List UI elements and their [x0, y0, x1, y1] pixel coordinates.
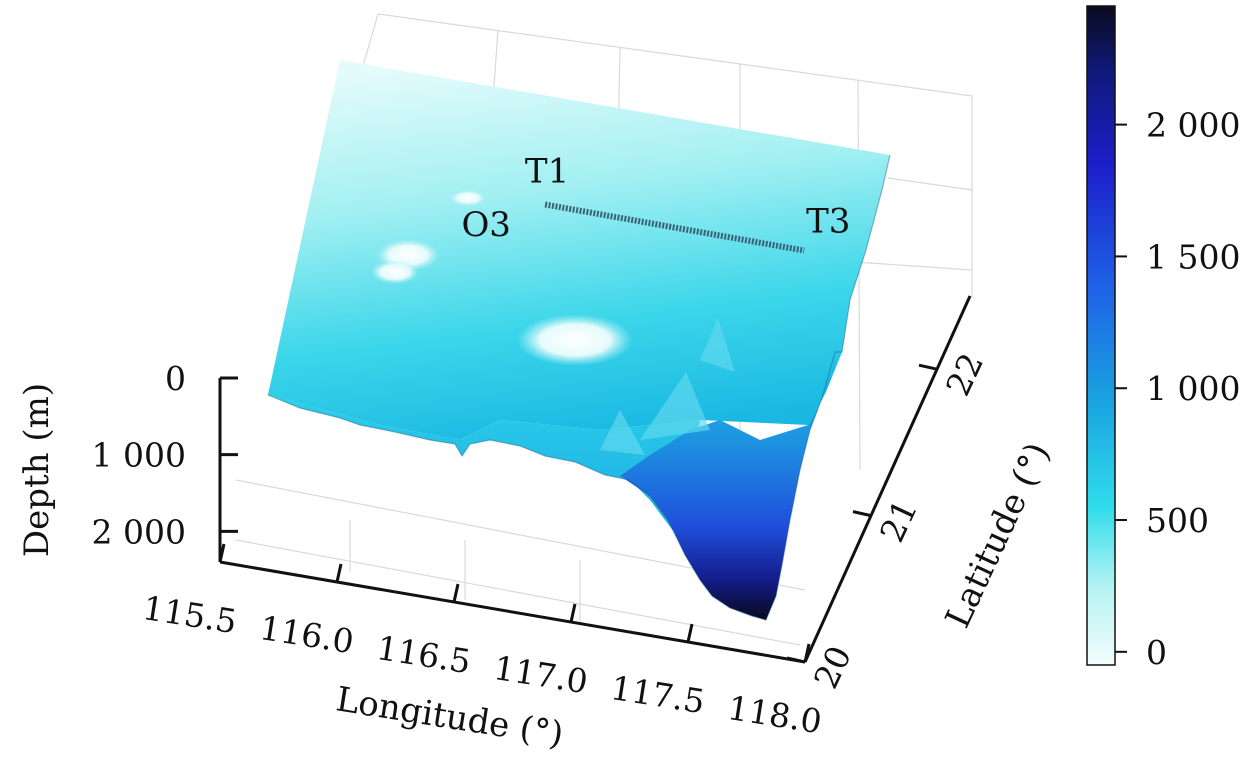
- colorbar-tick-label: 1 000: [1146, 369, 1240, 408]
- colorbar-tick-label: 0: [1146, 633, 1167, 672]
- grid-line: [854, 261, 973, 271]
- latitude-tick: [786, 656, 806, 664]
- latitude-tick-label: 21: [872, 493, 925, 548]
- depth-axis-label: Depth (m): [17, 383, 57, 557]
- seamount-4: [450, 190, 486, 206]
- longitude-tick-label: 118.0: [725, 688, 824, 741]
- longitude-tick-label: 116.5: [374, 628, 473, 681]
- grid-line: [377, 13, 973, 97]
- depth-tick-label: 2 000: [92, 512, 186, 551]
- longitude-tick: [452, 583, 460, 603]
- colorbar-tick-label: 500: [1146, 501, 1209, 540]
- latitude-tick-label: 22: [938, 347, 991, 402]
- surface-top: [268, 60, 890, 440]
- bathymetry-surface: [267, 60, 891, 621]
- longitude-tick-label: 117.0: [491, 648, 590, 701]
- latitude-axis-line: [803, 295, 972, 663]
- colorbar-tick-label: 1 500: [1146, 237, 1240, 276]
- longitude-axis-line: [219, 560, 806, 664]
- latitude-tick: [852, 510, 872, 518]
- depth-tick-label: 1 000: [92, 436, 186, 475]
- colorbar: 0 500 1 000 1 500 2 000: [1086, 5, 1240, 672]
- longitude-tick: [686, 623, 694, 643]
- depth-axis: 0 1 000 2 000 Depth (m): [17, 359, 238, 562]
- longitude-tick: [569, 603, 577, 623]
- colorbar-scale: [1086, 5, 1116, 666]
- annotations: T1 O3 T3: [461, 152, 850, 245]
- latitude-tick: [918, 363, 938, 371]
- seamount-3: [371, 260, 419, 284]
- depth-tick-label: 0: [165, 359, 186, 398]
- longitude-tick: [218, 543, 226, 563]
- grid-line: [235, 539, 801, 646]
- colorbar-tick-label: 2 000: [1146, 106, 1240, 145]
- seamount-1: [517, 314, 633, 366]
- longitude-tick-label: 115.5: [140, 588, 239, 641]
- track-line: [544, 201, 805, 254]
- latitude-tick-label: 20: [806, 640, 859, 695]
- longitude-tick: [335, 563, 343, 583]
- surface-front-slope: [268, 395, 700, 540]
- grid-line: [887, 177, 973, 191]
- annotation-t1: T1: [525, 152, 569, 192]
- latitude-axis-label: Latitude (°): [938, 437, 1058, 634]
- annotation-t3: T3: [806, 202, 850, 242]
- annotation-o3: O3: [461, 205, 511, 245]
- longitude-tick-label: 116.0: [257, 608, 356, 661]
- ridge-peaks: [600, 318, 735, 455]
- surface-edge: [267, 154, 891, 621]
- longitude-tick-label: 117.5: [608, 668, 707, 721]
- grid-line: [857, 79, 861, 471]
- surface-trench: [620, 352, 842, 620]
